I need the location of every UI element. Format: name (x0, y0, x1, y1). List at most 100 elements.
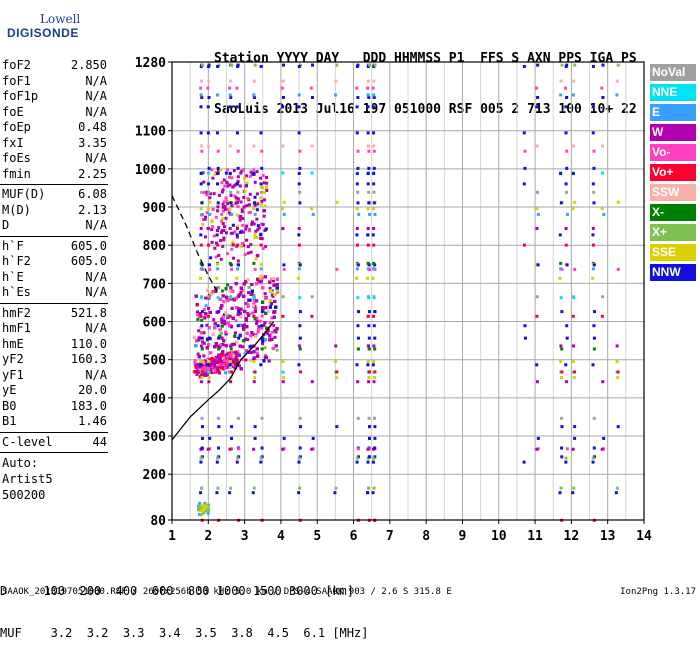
echo-point (282, 267, 286, 271)
echo-point (298, 416, 302, 420)
echo-point (565, 149, 569, 153)
echo-point (223, 184, 227, 188)
echo-point (259, 131, 263, 135)
echo-point (205, 323, 209, 327)
echo-point (259, 64, 263, 68)
echo-point (522, 131, 526, 135)
echo-point (200, 347, 204, 351)
echo-point (255, 208, 259, 212)
echo-point (559, 172, 563, 176)
echo-point (220, 181, 224, 185)
echo-point (234, 196, 238, 200)
param-row: fxI 3.35 (0, 136, 110, 152)
echo-point (207, 166, 211, 170)
echo-point (245, 181, 249, 185)
echo-point (216, 296, 220, 300)
y-tick-label: 500 (143, 354, 167, 369)
echo-point (214, 355, 218, 359)
echo-point (216, 324, 220, 328)
echo-point (202, 371, 206, 375)
echo-point (199, 325, 203, 329)
echo-point (244, 358, 248, 362)
echo-point (367, 79, 371, 83)
echo-point (373, 336, 377, 340)
echo-point (231, 223, 235, 227)
echo-point (199, 131, 203, 135)
echo-point (200, 296, 204, 300)
param-row: foEp 0.48 (0, 120, 110, 136)
echo-point (200, 366, 204, 370)
echo-point (222, 339, 226, 343)
echo-point (222, 228, 226, 232)
echo-point (229, 263, 233, 267)
echo-point (573, 425, 577, 429)
echo-point (200, 340, 204, 344)
echo-point (591, 226, 595, 230)
echo-point (260, 336, 264, 340)
echo-point (207, 343, 211, 347)
echo-point (573, 267, 577, 271)
echo-point (255, 170, 259, 174)
echo-point (207, 295, 211, 299)
echo-point (227, 351, 231, 355)
echo-point (199, 182, 203, 186)
echo-point (592, 201, 596, 205)
echo-point (220, 353, 224, 357)
echo-point (616, 200, 620, 204)
echo-point (216, 209, 220, 213)
echo-point (367, 370, 371, 374)
echo-point (571, 360, 575, 364)
echo-point (221, 205, 225, 209)
echo-point (258, 276, 262, 280)
echo-point (355, 456, 359, 460)
echo-point (202, 191, 206, 195)
echo-point (356, 95, 360, 99)
echo-point (228, 207, 232, 211)
echo-point (366, 182, 370, 186)
echo-point (259, 243, 263, 247)
echo-point (245, 349, 249, 353)
echo-point (235, 182, 239, 186)
echo-point (218, 328, 222, 332)
echo-point (211, 176, 215, 180)
echo-point (366, 105, 370, 109)
echo-point (224, 196, 228, 200)
echo-point (213, 362, 217, 366)
autoscale-info-line: Artist5 (2, 472, 53, 486)
echo-point (233, 366, 237, 370)
echo-point (366, 314, 370, 318)
echo-point (248, 192, 252, 196)
echo-point (601, 95, 605, 99)
echo-point (371, 105, 375, 109)
param-name: fmin (2, 166, 31, 181)
echo-point (266, 309, 270, 313)
echo-point (367, 95, 371, 99)
echo-point (560, 63, 564, 67)
echo-point (230, 212, 234, 216)
echo-point (372, 456, 376, 460)
echo-point (297, 267, 301, 271)
echo-point (564, 456, 568, 460)
echo-point (204, 296, 208, 300)
param-name: D (2, 218, 10, 232)
echo-point (616, 63, 620, 67)
echo-point (256, 202, 260, 206)
echo-point (236, 149, 240, 153)
echo-point (298, 486, 302, 490)
echo-point (260, 326, 264, 330)
echo-point (367, 190, 371, 194)
echo-point (298, 324, 302, 328)
echo-point (268, 321, 272, 325)
echo-point (219, 239, 223, 243)
echo-point (235, 224, 239, 228)
echo-point (206, 506, 210, 510)
echo-point (559, 261, 563, 265)
echo-point (212, 360, 216, 364)
echo-point (239, 286, 243, 290)
param-value: 183.0 (70, 398, 107, 413)
echo-point (253, 195, 257, 199)
echo-point (202, 331, 206, 335)
echo-point (205, 211, 209, 215)
echo-point (198, 312, 202, 316)
echo-point (206, 314, 210, 318)
